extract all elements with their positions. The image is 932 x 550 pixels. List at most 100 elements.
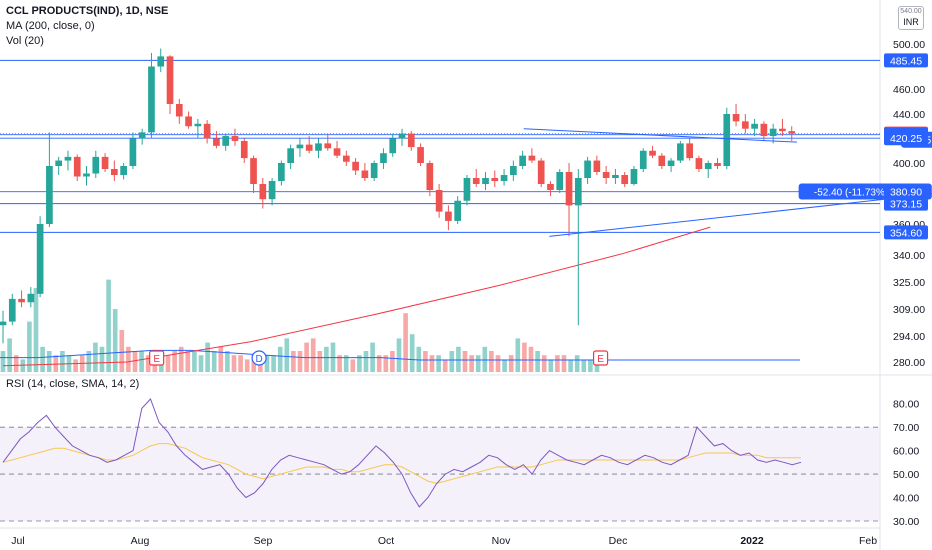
volume-bar [291,351,296,372]
time-axis-label: Nov [492,535,511,547]
rsi-tick-label: 70.00 [893,422,919,434]
volume-bar [225,351,230,372]
candle-body [352,161,359,171]
volume-bar [515,338,521,372]
candle-body [278,163,285,181]
volume-legend: Vol (20) [6,35,44,47]
volume-bar [172,351,177,372]
candle-body [788,131,796,134]
candle-body [528,155,536,161]
candle-body [8,298,16,322]
candle-body [751,123,758,129]
chart-symbol-title: CCL PRODUCTS(IND), 1D, NSE [6,5,169,17]
price-tick-label: 309.00 [893,304,925,316]
candle-body [92,156,100,174]
volume-bar [159,359,164,372]
candle-body [287,148,294,163]
volume-bar [198,355,204,372]
rsi-tick-label: 80.00 [893,399,919,411]
candle-body [157,56,165,67]
ma200-line [2,226,711,367]
candle-body [574,178,582,206]
candle-body [111,169,118,175]
volume-bar [502,359,507,372]
candle-body [361,170,369,178]
volume-bar [475,355,481,372]
candle-body [732,114,740,122]
candle-body [677,143,684,161]
candle-body [454,200,462,221]
candle-body [723,114,731,166]
candle-body [83,173,90,177]
price-tick-label: 500.00 [893,39,925,51]
rsi-line [2,398,802,508]
price-badge-bg [884,184,928,199]
volume-bar [363,351,369,372]
candle-body [649,150,656,156]
volume-ma-line [0,349,800,361]
candle-body [222,136,230,146]
volume-bar [581,359,587,372]
candle-body [621,175,629,184]
price-badge-label: 380.90 [890,187,922,199]
price-tick-label: 294.00 [893,331,925,343]
volume-bar [357,355,362,372]
candle-body [55,160,63,166]
time-axis-label: Dec [609,535,628,547]
event-marker-label: D [255,354,262,365]
candle-body [556,172,564,190]
volume-bar [33,288,39,372]
volume-bar [343,355,349,372]
candle-body [695,158,703,169]
volume-bar [119,330,125,372]
price-badge-label: 485.45 [890,55,922,67]
rsi-tick-label: 50.00 [893,469,919,481]
price-badge-label: 373.15 [890,199,922,211]
candle-body [760,123,768,137]
candle-body [472,178,480,184]
candle-body [389,138,397,154]
volume-bar [244,359,250,372]
candle-body [305,144,313,151]
price-badge-bg [884,196,928,211]
earnings-event-marker [592,350,609,366]
currency-selector[interactable]: 540.00 INR [898,6,924,30]
candle-body [602,172,610,178]
volume-bar [522,342,527,372]
volume-bar [423,351,428,372]
rsi-ma-line [2,443,801,484]
volume-bar [251,355,257,372]
candle-body [593,160,601,172]
volume-bar [469,355,474,372]
volume-bar [383,355,389,372]
volume-bar [99,346,105,372]
currency-top-price: 540.00 [900,8,922,15]
candle-body [741,121,749,129]
rsi-tick-label: 40.00 [893,493,919,505]
candle-body [667,160,675,166]
volume-bar [594,359,600,372]
volume-bar [561,355,567,372]
candle-body [175,104,183,117]
volume-bar [284,338,290,372]
candle-body [639,150,647,169]
time-axis-label: Aug [131,535,150,547]
volume-bar [46,351,52,372]
candle-body [714,163,721,166]
candle-body [185,116,192,127]
volume-bar [145,355,151,372]
volume-bar [60,351,65,372]
candle-body [27,293,35,303]
volume-bar [350,359,356,372]
price-badge-bg [884,131,928,146]
candle-body [500,175,508,181]
volume-bar [482,346,488,372]
candle-body [138,132,146,139]
currency-unit: INR [903,17,919,27]
candle-body [630,169,638,184]
volume-bar [337,355,342,372]
candle-body [686,143,693,159]
volume-bar [541,355,547,372]
rsi-tick-label: 30.00 [893,516,919,528]
